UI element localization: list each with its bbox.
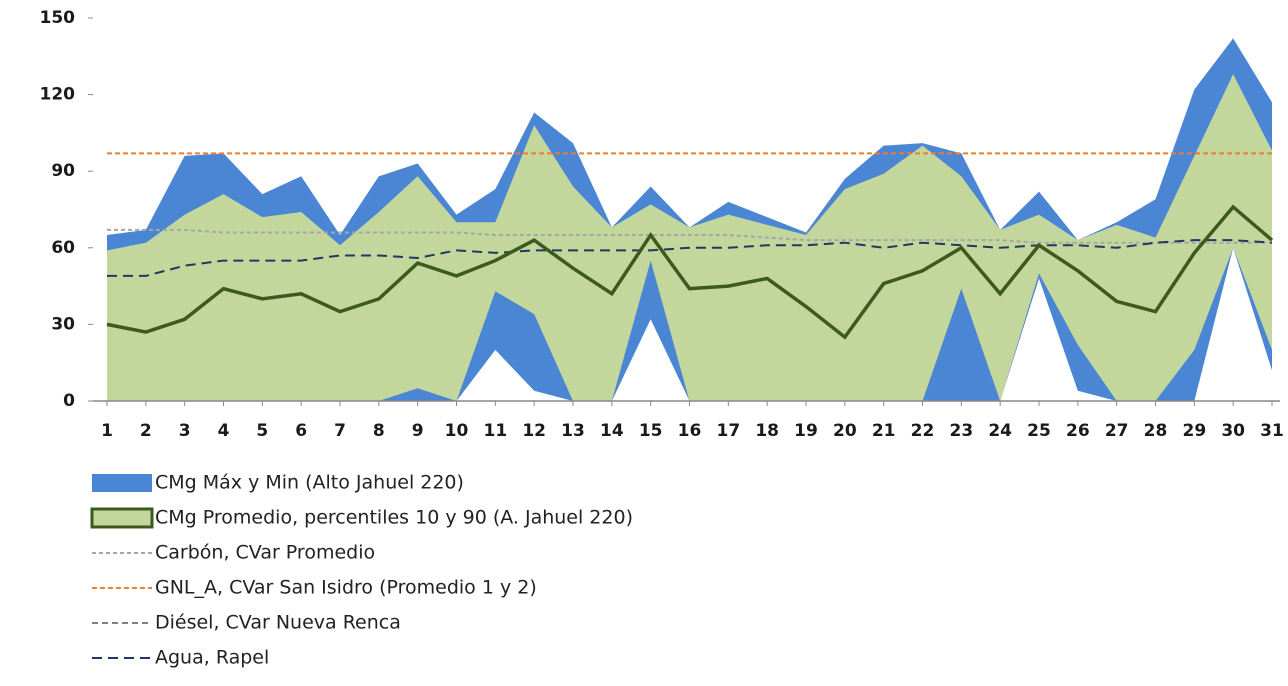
x-tick-label: 9 (412, 421, 424, 441)
x-tick-label: 4 (218, 421, 230, 441)
x-tick-label: 29 (1182, 421, 1206, 441)
legend-label: Diésel, CVar Nueva Renca (155, 612, 401, 634)
x-tick-label: 15 (639, 421, 663, 441)
x-tick-label: 8 (373, 421, 385, 441)
band-area (107, 74, 1272, 401)
x-tick-label: 21 (872, 421, 896, 441)
x-tick-label: 7 (334, 421, 346, 441)
y-tick-label: 30 (51, 314, 75, 334)
x-tick-label: 5 (256, 421, 268, 441)
x-tick-label: 28 (1144, 421, 1168, 441)
x-tick-label: 12 (522, 421, 546, 441)
y-tick-label: 90 (51, 161, 75, 181)
x-tick-label: 13 (561, 421, 585, 441)
legend-label: CMg Promedio, percentiles 10 y 90 (A. Ja… (155, 507, 633, 529)
legend-label: Carbón, CVar Promedio (155, 542, 375, 564)
y-tick-label: 0 (63, 391, 75, 411)
x-tick-label: 1 (101, 421, 113, 441)
x-tick-label: 18 (755, 421, 779, 441)
x-tick-label: 22 (911, 421, 935, 441)
legend-swatch (92, 474, 152, 492)
x-tick-label: 23 (949, 421, 973, 441)
y-tick-label: 150 (40, 8, 76, 28)
line (107, 228, 1272, 244)
x-tick-label: 20 (833, 421, 857, 441)
x-tick-label: 30 (1221, 421, 1245, 441)
line (106, 204, 1274, 340)
x-tick-label: 26 (1066, 421, 1090, 441)
x-tick-label: 2 (140, 421, 152, 441)
y-tick-label: 60 (51, 238, 75, 258)
x-tick-label: 27 (1105, 421, 1129, 441)
x-tick-label: 16 (678, 421, 702, 441)
x-tick-label: 11 (483, 421, 507, 441)
x-tick-label: 3 (179, 421, 191, 441)
x-tick-label: 10 (445, 421, 469, 441)
x-tick-label: 14 (600, 421, 624, 441)
x-tick-label: 17 (716, 421, 740, 441)
x-tick-label: 25 (1027, 421, 1051, 441)
x-tick-label: 31 (1260, 421, 1284, 441)
x-tick-label: 19 (794, 421, 818, 441)
legend-label: GNL_A, CVar San Isidro (Promedio 1 y 2) (155, 577, 537, 599)
line (107, 239, 1273, 277)
legend-swatch (90, 507, 154, 529)
x-tick-label: 6 (295, 421, 307, 441)
legend-label: Agua, Rapel (155, 647, 269, 669)
x-tick-label: 24 (988, 421, 1012, 441)
y-tick-label: 120 (40, 85, 76, 105)
legend-label: CMg Máx y Min (Alto Jahuel 220) (155, 472, 464, 494)
